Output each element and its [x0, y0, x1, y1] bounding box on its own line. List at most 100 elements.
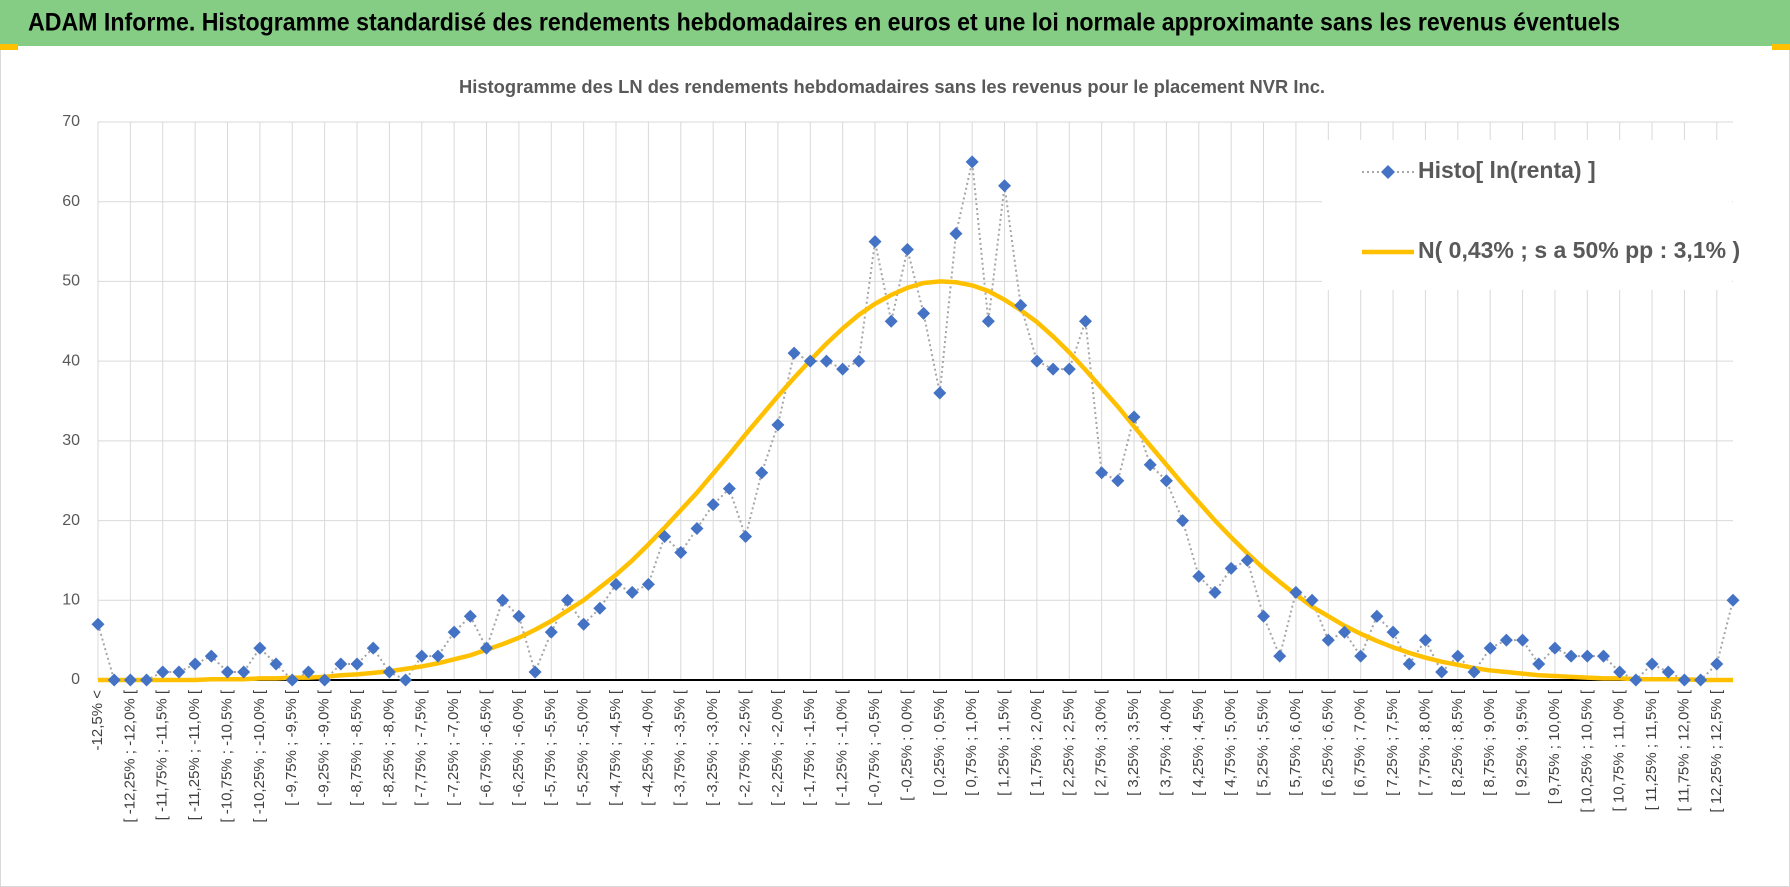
marker — [577, 617, 591, 631]
marker — [852, 354, 866, 368]
x-tick-label: [ 4,25% ; 4,5% [ — [1190, 689, 1207, 796]
x-tick-label: [ -10,75% ; -10,5% [ — [218, 689, 235, 822]
y-tick-label: 40 — [62, 352, 80, 369]
marker — [188, 657, 202, 671]
x-tick-label: [ -1,25% ; -1,0% [ — [834, 689, 851, 806]
marker — [1305, 593, 1319, 607]
x-tick-label: [ -8,75% ; -8,5% [ — [348, 689, 365, 806]
marker — [1321, 633, 1335, 647]
marker — [463, 609, 477, 623]
marker — [1046, 362, 1060, 376]
x-tick-label: [ -3,25% ; -3,0% [ — [704, 689, 721, 806]
marker — [690, 522, 704, 536]
marker — [560, 593, 574, 607]
marker — [1645, 657, 1659, 671]
header-bar — [0, 0, 1790, 46]
marker — [658, 530, 672, 544]
x-tick-label: [ -7,25% ; -7,0% [ — [445, 689, 462, 806]
x-tick-label: [ 5,25% ; 5,5% [ — [1255, 689, 1272, 796]
x-tick-label: [ 2,75% ; 3,0% [ — [1093, 689, 1110, 796]
y-tick-label: 20 — [62, 512, 80, 529]
marker — [334, 657, 348, 671]
marker — [1613, 665, 1627, 679]
legend-box — [1322, 140, 1732, 290]
marker — [447, 625, 461, 639]
y-tick-label: 60 — [62, 193, 80, 210]
marker — [755, 466, 769, 480]
x-tick-label: [ 6,75% ; 7,0% [ — [1352, 689, 1369, 796]
x-tick-label: [ -9,25% ; -9,0% [ — [316, 689, 333, 806]
marker — [91, 617, 105, 631]
x-tick-label: [ 6,25% ; 6,5% [ — [1319, 689, 1336, 796]
y-tick-label: 50 — [62, 273, 80, 290]
marker — [722, 482, 736, 496]
marker — [1273, 649, 1287, 663]
marker — [965, 155, 979, 169]
marker — [480, 641, 494, 655]
x-tick-label: [ -5,25% ; -5,0% [ — [575, 689, 592, 806]
legend-label: N( 0,43% ; s a 50% pp : 3,1% ) — [1418, 237, 1740, 263]
marker — [172, 665, 186, 679]
x-tick-label: [ -3,75% ; -3,5% [ — [672, 689, 689, 806]
marker — [771, 418, 785, 432]
marker — [674, 545, 688, 559]
marker — [1240, 553, 1254, 567]
marker — [739, 530, 753, 544]
x-tick-label: [ 10,25% ; 10,5% [ — [1578, 689, 1595, 812]
marker — [1337, 625, 1351, 639]
marker — [819, 354, 833, 368]
x-tick-label: [ -4,25% ; -4,0% [ — [639, 689, 656, 806]
marker — [1532, 657, 1546, 671]
marker — [1224, 561, 1238, 575]
marker — [1435, 665, 1449, 679]
x-tick-label: [ -9,75% ; -9,5% [ — [283, 689, 300, 806]
marker — [431, 649, 445, 663]
marker — [366, 641, 380, 655]
y-tick-label: 0 — [71, 671, 80, 688]
marker — [933, 386, 947, 400]
marker — [1289, 585, 1303, 599]
marker — [981, 314, 995, 328]
y-tick-label: 10 — [62, 592, 80, 609]
marker — [399, 673, 413, 687]
marker — [1580, 649, 1594, 663]
x-tick-label: [ 0,75% ; 1,0% [ — [963, 689, 980, 796]
marker — [1451, 649, 1465, 663]
marker — [221, 665, 235, 679]
page-title: ADAM Informe. Histogramme standardisé de… — [28, 9, 1620, 37]
corner-right — [1772, 44, 1790, 50]
marker — [496, 593, 510, 607]
marker — [1159, 474, 1173, 488]
chart-title: Histogramme des LN des rendements hebdom… — [459, 77, 1325, 97]
x-tick-label: [ 11,75% ; 12,0% [ — [1675, 689, 1692, 811]
marker — [269, 657, 283, 671]
series-line — [98, 279, 1733, 683]
x-tick-label: [ -2,75% ; -2,5% [ — [736, 689, 753, 806]
marker — [900, 243, 914, 257]
marker — [415, 649, 429, 663]
x-tick-label: [ -6,25% ; -6,0% [ — [510, 689, 527, 806]
x-tick-label: [ 2,25% ; 2,5% [ — [1060, 689, 1077, 796]
marker — [1095, 466, 1109, 480]
x-tick-label: [ 0,25% ; 0,5% [ — [931, 689, 948, 796]
marker — [544, 625, 558, 639]
x-tick-label: [ -5,75% ; -5,5% [ — [542, 689, 559, 806]
x-tick-label: [ -12,25% ; -12,0% [ — [121, 689, 138, 822]
marker — [285, 673, 299, 687]
x-tick-label: [ -2,25% ; -2,0% [ — [769, 689, 786, 806]
marker — [949, 227, 963, 241]
x-tick-label: [ -0,25% ; 0,0% [ — [898, 689, 915, 801]
x-tick-label: [ -4,75% ; -4,5% [ — [607, 689, 624, 806]
marker — [787, 346, 801, 360]
x-tick-label: [ 7,75% ; 8,0% [ — [1416, 689, 1433, 796]
x-tick-label: [ 8,25% ; 8,5% [ — [1449, 689, 1466, 796]
marker — [1127, 410, 1141, 424]
marker — [1386, 625, 1400, 639]
marker — [140, 673, 154, 687]
marker — [237, 665, 251, 679]
x-tick-label: [ -11,25% ; -11,0% [ — [186, 689, 203, 820]
marker — [706, 498, 720, 512]
marker — [1014, 298, 1028, 312]
marker — [1354, 649, 1368, 663]
